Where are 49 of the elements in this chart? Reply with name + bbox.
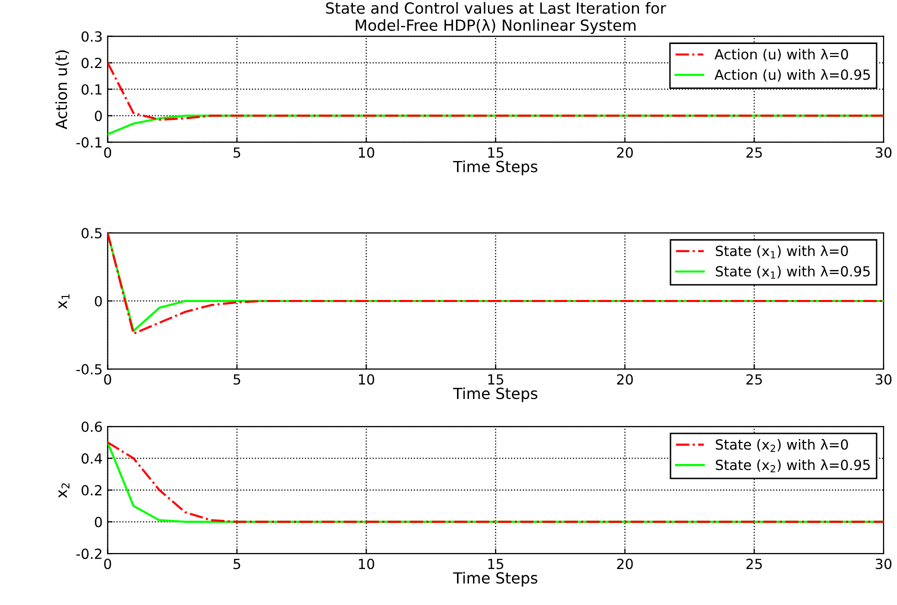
legend-label: State (x$_{2}$) with λ=0.95 bbox=[716, 459, 870, 472]
x-axis-title: Time Steps bbox=[453, 160, 538, 176]
y-tick-label: 0.2 bbox=[82, 485, 102, 496]
x-tick-label: 30 bbox=[876, 374, 892, 385]
legend-label: State (x$_{2}$) with λ=0 bbox=[716, 439, 848, 452]
line-series bbox=[108, 441, 884, 523]
legend-label: Action (u) with λ=0.95 bbox=[714, 69, 870, 82]
y-tick-label: -0.1 bbox=[76, 137, 102, 148]
x-tick-label: 0 bbox=[104, 147, 112, 158]
x-tick-label: 30 bbox=[876, 558, 892, 570]
x-tick-label: 0 bbox=[104, 558, 112, 570]
x-tick-label: 20 bbox=[617, 374, 633, 385]
x-tick-label: 5 bbox=[234, 147, 240, 158]
x-axis-title: Time Steps bbox=[453, 387, 538, 402]
x-tick-label: 25 bbox=[746, 147, 762, 158]
y-tick-label: 0 bbox=[94, 296, 102, 306]
y-tick-label: 0.4 bbox=[82, 453, 102, 464]
y-tick-label: -0.5 bbox=[76, 364, 102, 375]
legend-label: State (x$_{1}$) with λ=0 bbox=[716, 245, 848, 258]
x-tick-label: 10 bbox=[358, 558, 374, 570]
x-tick-label: 5 bbox=[234, 374, 240, 385]
y-tick-label: 0.6 bbox=[82, 421, 102, 432]
y-tick-label: 0.1 bbox=[82, 84, 102, 95]
x-tick-label: 30 bbox=[876, 147, 892, 158]
legend-label: State (x$_{1}$) with λ=0.95 bbox=[716, 266, 870, 279]
x-tick-label: 10 bbox=[358, 147, 374, 158]
y-tick-label: 0 bbox=[94, 110, 102, 122]
y-axis-title: x$_{2}$ bbox=[58, 483, 70, 498]
y-tick-label: 0.3 bbox=[82, 31, 102, 42]
y-tick-label: 0 bbox=[94, 516, 102, 528]
y-tick-label: 0.5 bbox=[82, 228, 102, 238]
x-axis-title: Time Steps bbox=[453, 572, 538, 587]
x-tick-label: 25 bbox=[746, 374, 762, 385]
x-tick-label: 5 bbox=[234, 558, 240, 570]
x-tick-label: 20 bbox=[617, 147, 633, 158]
y-tick-label: 0.2 bbox=[82, 58, 102, 68]
y-axis-title: Action u(t) bbox=[55, 50, 69, 130]
line-series bbox=[108, 62, 884, 121]
legend-label: Action (u) with λ=0 bbox=[714, 48, 848, 62]
x-tick-label: 10 bbox=[358, 374, 374, 385]
x-tick-label: 15 bbox=[488, 558, 504, 570]
x-tick-label: 15 bbox=[488, 147, 504, 158]
chart-title: State and Control values at Last Iteration for Model-Free HDP(λ) Nonlinear System bbox=[326, 2, 666, 34]
x-tick-label: 25 bbox=[746, 558, 762, 570]
y-axis-title: x$_{1}$ bbox=[58, 294, 70, 309]
y-tick-label: -0.2 bbox=[76, 548, 102, 560]
x-tick-label: 0 bbox=[104, 374, 112, 385]
x-tick-label: 20 bbox=[617, 558, 633, 570]
x-tick-label: 15 bbox=[488, 374, 504, 385]
